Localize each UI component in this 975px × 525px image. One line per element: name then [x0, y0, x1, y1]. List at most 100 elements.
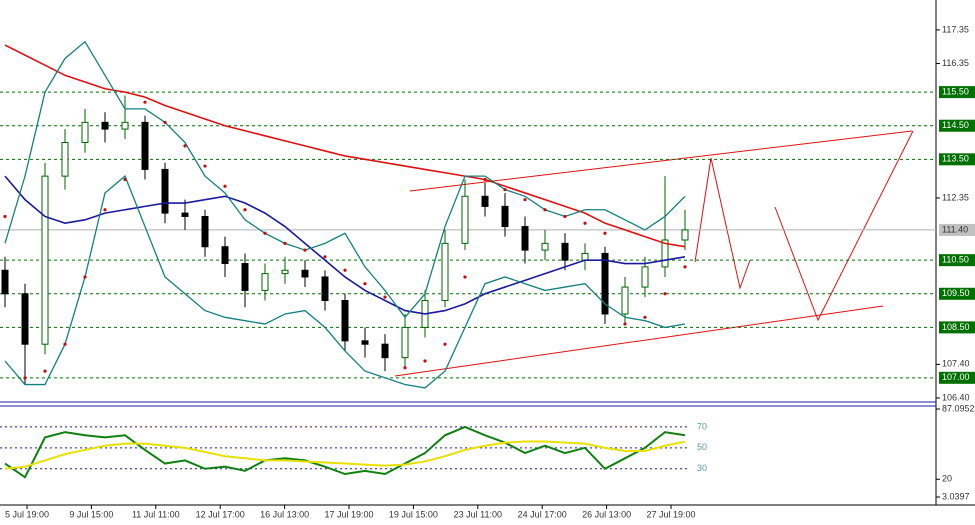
x-tick-label: 11 Jul 11:00 [132, 509, 180, 519]
sar-dot [23, 376, 27, 380]
candle-body [241, 263, 249, 291]
candle-body [401, 326, 409, 359]
sar-dot [483, 177, 487, 182]
sar-dot [243, 208, 247, 212]
x-tick-label: 27 Jul 19:00 [646, 509, 695, 519]
candle-body [41, 175, 49, 345]
sar-dot [503, 187, 507, 192]
sar-dot [523, 198, 527, 202]
osc-y-tick-label: 3.0397 [942, 491, 970, 501]
oscillator-line [4, 440, 686, 470]
candle-body [181, 212, 189, 217]
candle-body [561, 242, 569, 261]
candle-body [21, 293, 29, 345]
x-tick-label: 17 Jul 19:00 [324, 509, 373, 519]
candle-body [661, 239, 669, 268]
sar-dot [443, 342, 447, 346]
sar-dot [583, 221, 587, 225]
level-label: 108.50 [942, 322, 970, 332]
sar-dot [343, 268, 347, 272]
level-label-box [939, 86, 975, 99]
last-price-box [939, 223, 975, 236]
y-tick-label: 117.35 [942, 24, 969, 34]
level-label: 109.50 [942, 288, 970, 298]
candle-body [321, 276, 329, 302]
sar-dot [563, 214, 567, 219]
candle-body [61, 142, 69, 177]
sar-dot [323, 255, 327, 259]
x-tick-label: 5 Jul 19:00 [5, 509, 49, 519]
sar-dot [683, 265, 687, 269]
sar-dot [143, 100, 147, 104]
osc-level-label: 50 [697, 442, 707, 452]
level-label-box [939, 321, 975, 334]
candle-body [461, 195, 469, 244]
last-price-label: 111.40 [942, 224, 968, 234]
x-tick-label: 19 Jul 15:00 [389, 509, 438, 519]
forecast-path [774, 130, 914, 322]
sar-dot [103, 208, 107, 212]
y-tick-label: 106.40 [942, 392, 970, 402]
candle-body [521, 226, 529, 251]
candle-body [81, 121, 89, 144]
indicator-line [4, 175, 686, 315]
candle-body [381, 343, 389, 359]
candle-body [581, 252, 589, 261]
sar-dot [83, 275, 87, 279]
level-label-box [939, 119, 975, 132]
candle-body [681, 229, 689, 241]
trend-line [409, 130, 913, 192]
x-tick-label: 24 Jul 17:00 [518, 509, 567, 519]
level-label: 113.50 [942, 154, 969, 164]
candle-body [221, 246, 229, 265]
sar-dot [383, 295, 387, 299]
indicator-line [4, 44, 686, 248]
candle-body [261, 273, 269, 291]
indicator-line [4, 175, 686, 389]
sar-dot [3, 214, 7, 219]
y-tick-label: 107.40 [942, 359, 970, 369]
sar-dot [163, 120, 167, 124]
sar-dot [643, 315, 647, 319]
indicator-line [4, 40, 686, 319]
sar-dot [603, 231, 607, 235]
x-tick-label: 26 Jul 13:00 [582, 509, 631, 519]
level-label-box [939, 254, 975, 267]
level-label: 107.00 [942, 372, 970, 382]
level-label-box [939, 371, 975, 384]
candle-body [121, 121, 129, 130]
sar-dot [303, 248, 307, 252]
level-label: 115.50 [942, 86, 969, 96]
candle-body [541, 242, 549, 251]
sar-dot [203, 164, 207, 168]
candle-body [101, 121, 109, 130]
candle-body [621, 286, 629, 315]
y-tick-label: 116.35 [942, 58, 969, 68]
candle-body [641, 266, 649, 288]
sar-dot [123, 177, 127, 182]
sar-dot [423, 359, 427, 363]
trend-line [394, 305, 884, 377]
sar-dot [403, 366, 407, 370]
candle-body [141, 121, 149, 170]
sar-dot [463, 275, 467, 279]
osc-y-tick-label: 87.0952 [942, 403, 975, 413]
trend-lines [394, 130, 914, 377]
candle-body [301, 269, 309, 278]
sar-dot [223, 184, 227, 188]
x-tick-label: 9 Jul 15:00 [69, 509, 113, 519]
level-label-box [939, 153, 975, 166]
y-tick-label: 112.35 [942, 192, 969, 202]
candle-body [441, 242, 449, 302]
candle-body [201, 215, 209, 248]
osc-y-tick-label: 20 [942, 474, 952, 484]
osc-level-label: 30 [697, 463, 707, 473]
oscillator-line [4, 425, 686, 479]
sar-dot [363, 282, 367, 286]
level-label: 114.50 [942, 120, 969, 130]
forecast-path [694, 157, 751, 290]
candle-body [601, 252, 609, 315]
sar-dot [63, 342, 67, 346]
